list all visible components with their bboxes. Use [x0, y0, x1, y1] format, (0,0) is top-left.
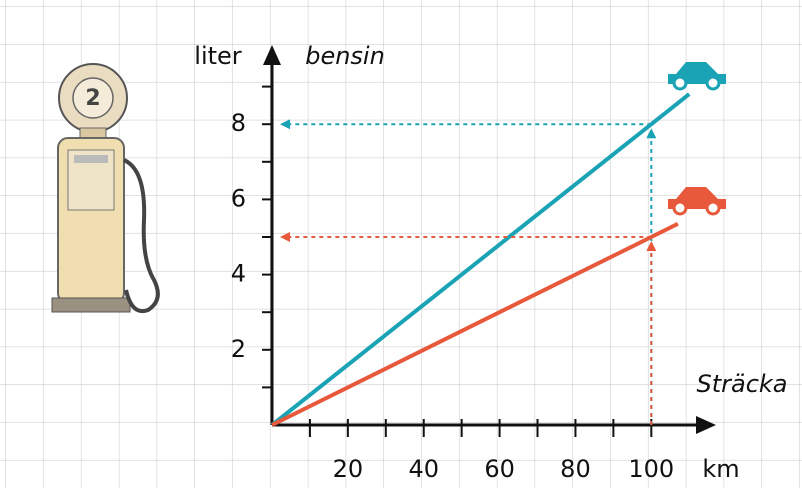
guide-arrow-up	[646, 241, 657, 251]
car-icon-teal	[668, 62, 726, 91]
x-axis-unit: km	[702, 455, 739, 483]
x-tick-label: 100	[628, 455, 674, 483]
series-line	[270, 92, 691, 427]
series-line	[271, 222, 679, 427]
guide-arrow-left	[280, 119, 290, 130]
x-tick-label: 60	[484, 455, 515, 483]
y-tick-label: 8	[231, 109, 246, 137]
pump-illustration: 2	[51, 63, 160, 313]
x-tick-label: 40	[408, 455, 439, 483]
svg-text:2: 2	[85, 86, 100, 111]
y-axis-arrow	[263, 45, 281, 65]
x-tick-label: 20	[333, 455, 364, 483]
car-icon-red	[668, 187, 726, 216]
y-axis-title: bensin	[305, 42, 385, 70]
plot: 20 40 60 80 100 2 4 6 8	[231, 45, 716, 483]
x-axis-arrow	[696, 416, 716, 434]
x-axis-title: Sträcka	[696, 370, 787, 398]
y-axis-label: liter	[194, 42, 242, 70]
y-tick-label: 2	[231, 335, 246, 363]
guide-arrow-up	[646, 128, 657, 139]
guide-arrow-left	[280, 232, 290, 242]
x-tick-label: 80	[560, 455, 591, 483]
y-tick-label: 4	[231, 260, 246, 288]
y-tick-label: 6	[231, 184, 246, 212]
